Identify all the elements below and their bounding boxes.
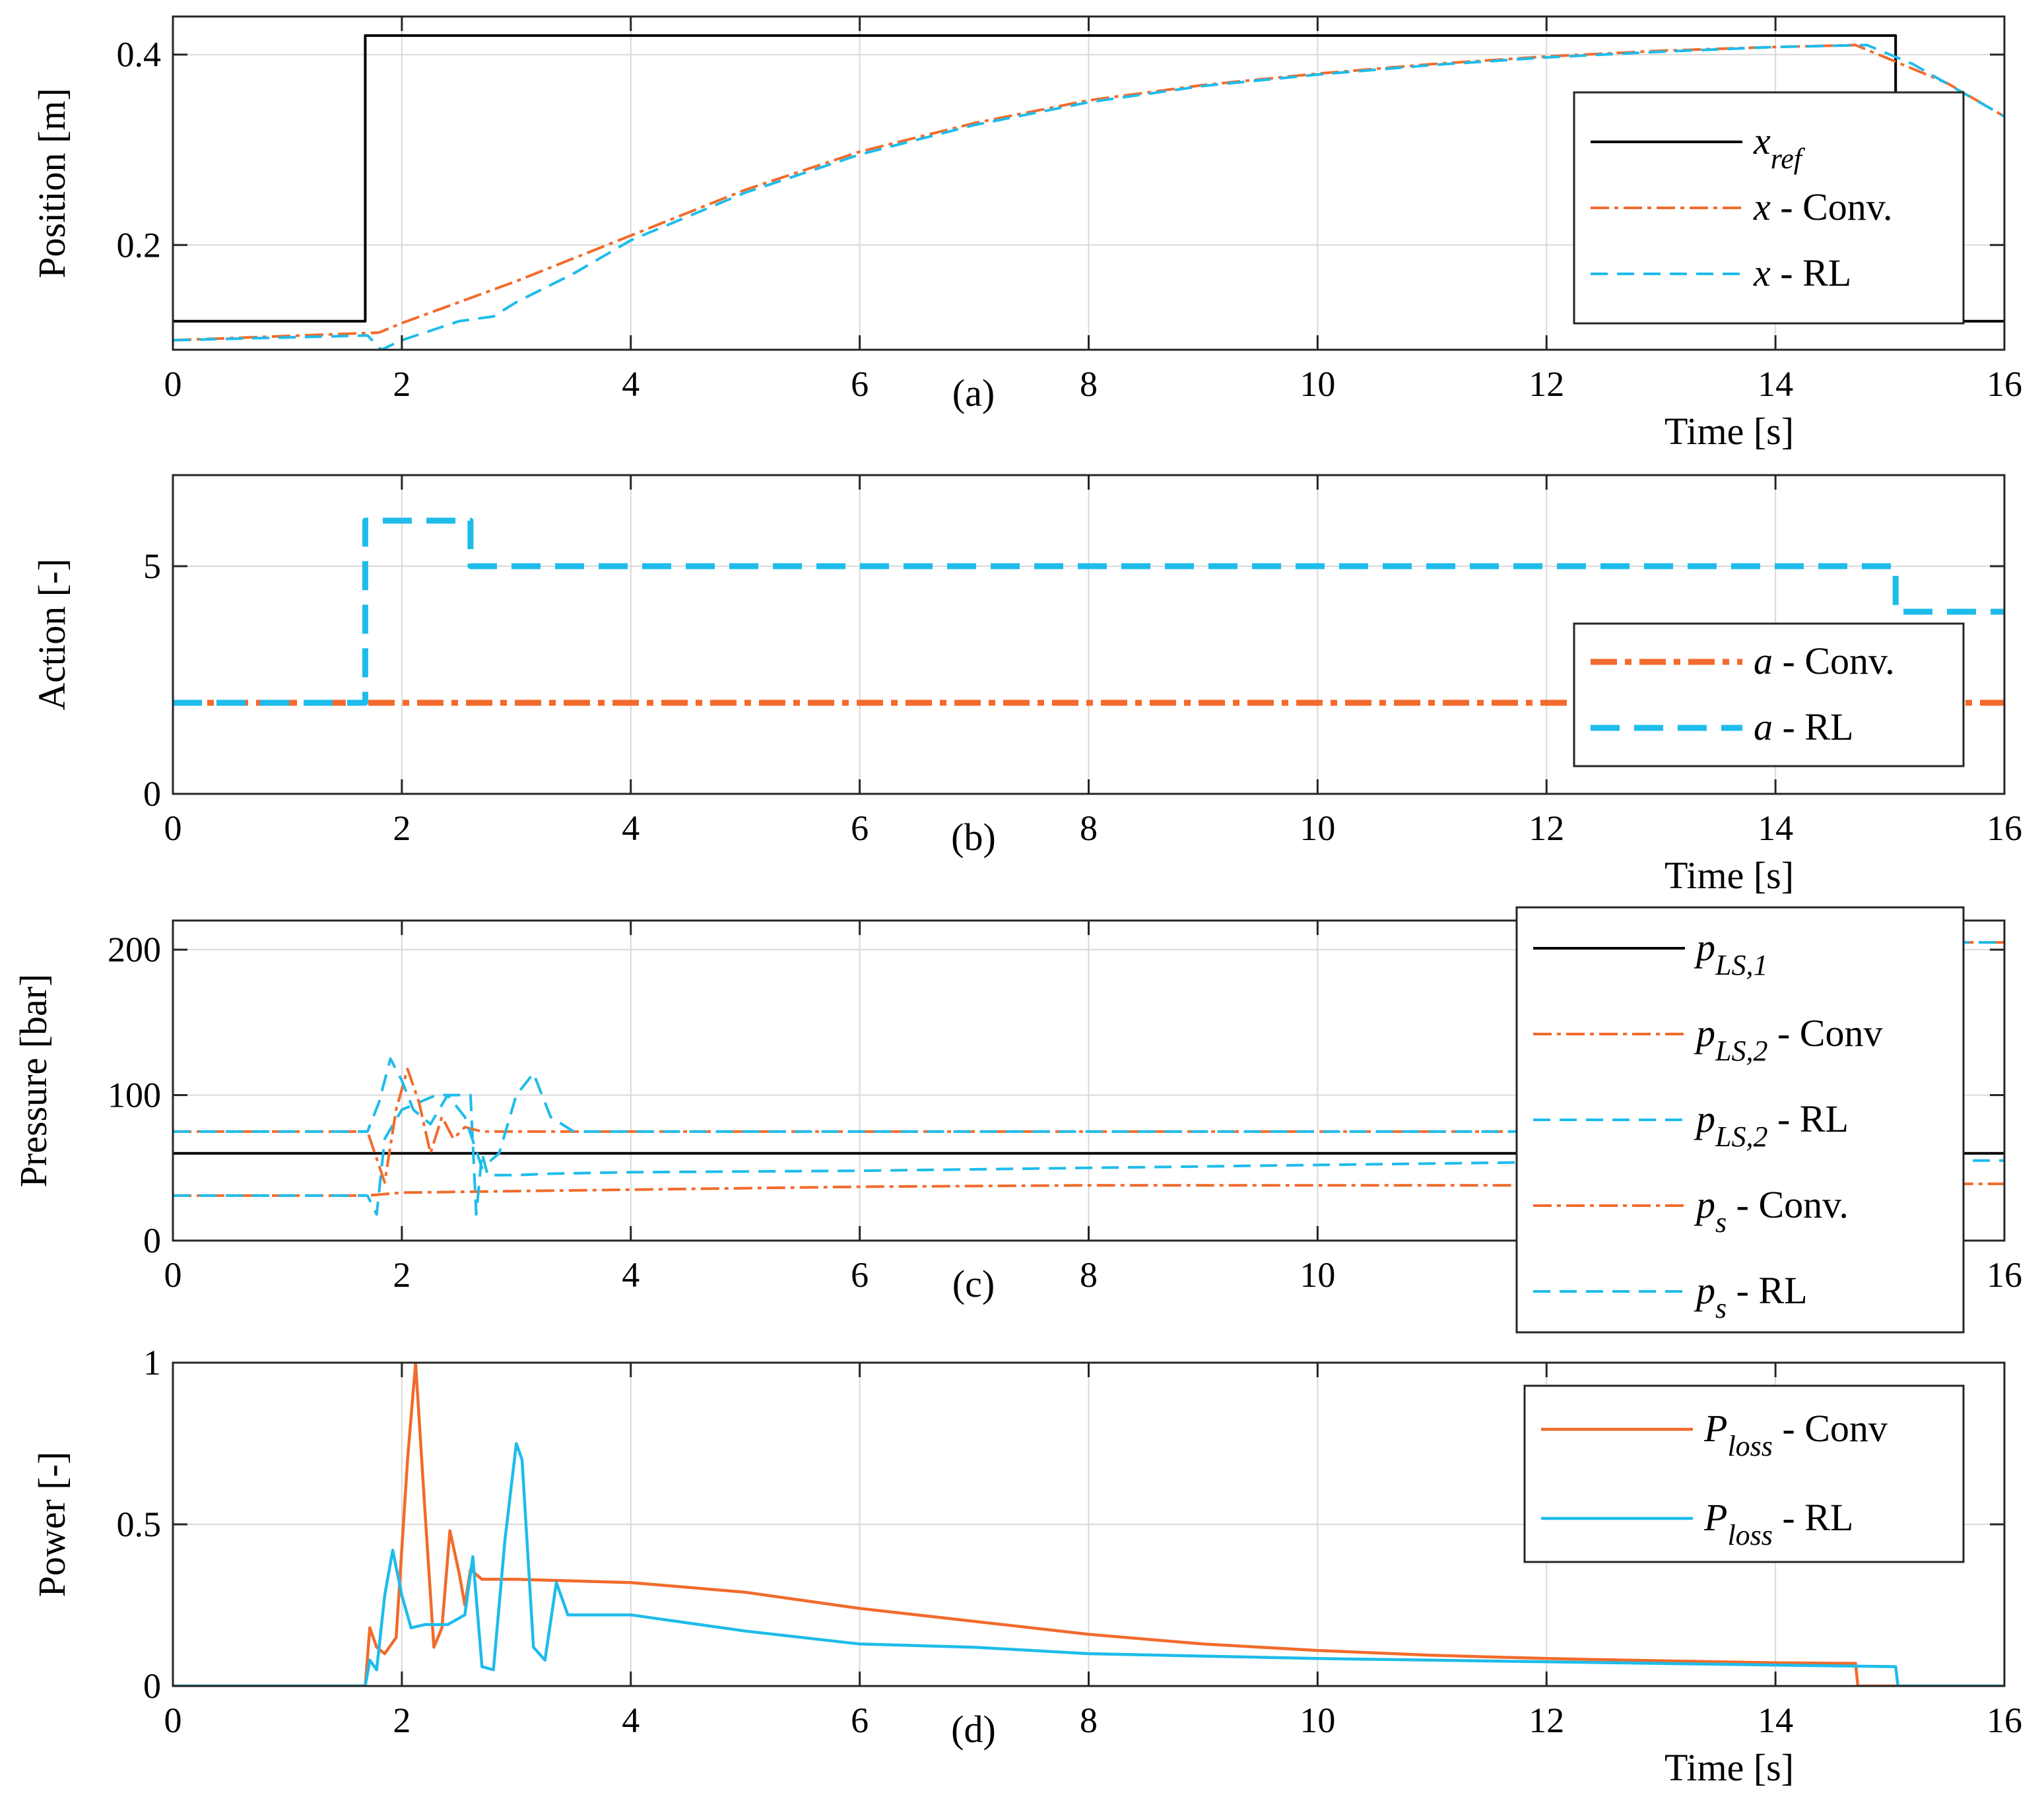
chart-panel-2: 0 2 4 6 8 10 12 14 16 0 5 Action [-] (b) Time [s] a - …: [30, 474, 2022, 897]
x-tick-label: 10: [1300, 364, 1335, 404]
x-tick-label: 16: [1987, 1701, 2022, 1740]
x-tick-label: 0: [164, 1701, 182, 1740]
legend: Ploss - Conv Ploss - RL: [1523, 1384, 1965, 1563]
y-axis-label: Position [m]: [30, 88, 73, 278]
legend-label: a - RL: [1754, 705, 1853, 748]
y-axis-label: Action [-]: [30, 558, 73, 710]
panel-label: (b): [951, 816, 996, 859]
legend-label: a - Conv.: [1754, 639, 1895, 682]
x-tick-label: 14: [1758, 808, 1793, 848]
x-tick-label: 10: [1300, 1701, 1335, 1740]
x-tick-label: 8: [1080, 808, 1098, 848]
x-tick-label: 8: [1080, 1701, 1098, 1740]
legend: xref x - Conv. x - RL: [1573, 91, 1965, 325]
legend: pLS,1 pLS,2 - Conv pLS,2 - RL ps - Conv. ps …: [1515, 906, 1965, 1334]
x-tick-label: 2: [393, 1255, 411, 1295]
legend-label: x - RL: [1753, 251, 1851, 294]
chart-panel-3: 02468101214160100200Pressure [bar](c)pLS…: [12, 906, 2022, 1334]
x-tick-label: 6: [851, 1701, 869, 1740]
legend-label: x - Conv.: [1753, 185, 1892, 228]
y-tick-label: 1: [143, 1343, 161, 1382]
x-tick-label: 4: [622, 1701, 640, 1740]
x-tick-label: 14: [1758, 1701, 1793, 1740]
x-tick-label: 2: [393, 1701, 411, 1740]
y-tick-label: 0: [143, 1666, 161, 1706]
x-tick-label: 10: [1300, 1255, 1335, 1295]
panel-label: (d): [951, 1708, 996, 1751]
x-tick-label: 6: [851, 1255, 869, 1295]
legend-label: pLS,2 - RL: [1694, 1097, 1849, 1153]
legend-label: ps - RL: [1694, 1269, 1808, 1324]
x-tick-label: 2: [393, 364, 411, 404]
series-line: [173, 517, 2004, 706]
x-tick-label: 16: [1987, 808, 2022, 848]
series-line: [173, 1183, 2004, 1197]
series-line: [173, 44, 2004, 342]
x-tick-label: 10: [1300, 808, 1335, 848]
x-tick-label: 14: [1758, 364, 1793, 404]
chart-panel-4: 0 2 4 6 8 10 12 14 16 0 0.5 1 Power [-] (d) Time [s] Pl…: [30, 1343, 2022, 1789]
panel-label: (a): [952, 372, 995, 414]
legend: a - Conv. a - RL: [1573, 622, 1965, 767]
y-tick-label: 100: [108, 1076, 161, 1115]
series-line: [173, 1363, 2004, 1686]
x-tick-label: 4: [622, 364, 640, 404]
x-tick-label: 4: [622, 1255, 640, 1295]
x-tick-label: 16: [1987, 364, 2022, 404]
x-axis-label: Time [s]: [1665, 410, 1794, 453]
legend-box: [1573, 622, 1965, 767]
y-tick-label: 5: [143, 546, 161, 586]
y-axis-label: Pressure [bar]: [12, 974, 55, 1188]
y-tick-label: 200: [108, 930, 161, 969]
legend-box: [1523, 1384, 1965, 1563]
x-tick-label: 12: [1529, 808, 1564, 848]
y-tick-label: 0.2: [117, 225, 162, 265]
legend-label: pLS,1: [1694, 926, 1767, 981]
x-tick-label: 12: [1529, 1701, 1564, 1740]
legend-label: Ploss - RL: [1703, 1496, 1853, 1551]
x-tick-label: 0: [164, 1255, 182, 1295]
series-line: [173, 1442, 2004, 1686]
x-tick-label: 2: [393, 808, 411, 848]
x-tick-label: 8: [1080, 1255, 1098, 1295]
chart-panel-1: 0 2 4 6 8 10 12 14 16 0.2 0.4 Position [m] (a) Time […: [30, 15, 2022, 453]
y-tick-label: 0: [143, 774, 161, 814]
legend-label: pLS,2 - Conv: [1694, 1012, 1882, 1067]
x-tick-label: 12: [1529, 364, 1564, 404]
panel-label: (c): [952, 1262, 995, 1305]
series-group: [173, 1363, 2004, 1686]
series-line: [173, 1093, 2004, 1216]
y-tick-label: 0: [143, 1221, 161, 1260]
x-tick-label: 0: [164, 808, 182, 848]
x-tick-label: 6: [851, 808, 869, 848]
y-tick-label: 0.4: [117, 35, 162, 75]
x-axis-label: Time [s]: [1665, 1746, 1794, 1789]
legend-label: xref: [1753, 119, 1806, 175]
legend-label: Ploss - Conv: [1703, 1407, 1888, 1462]
x-tick-label: 6: [851, 364, 869, 404]
legend-box: [1515, 906, 1965, 1334]
x-tick-label: 8: [1080, 364, 1098, 404]
x-tick-label: 16: [1987, 1255, 2022, 1295]
x-axis-label: Time [s]: [1665, 854, 1794, 897]
x-tick-label: 0: [164, 364, 182, 404]
y-axis-label: Power [-]: [30, 1452, 73, 1598]
series-line: [173, 44, 2004, 350]
legend-label: ps - Conv.: [1694, 1183, 1849, 1239]
y-tick-label: 0.5: [117, 1505, 162, 1544]
x-tick-label: 4: [622, 808, 640, 848]
